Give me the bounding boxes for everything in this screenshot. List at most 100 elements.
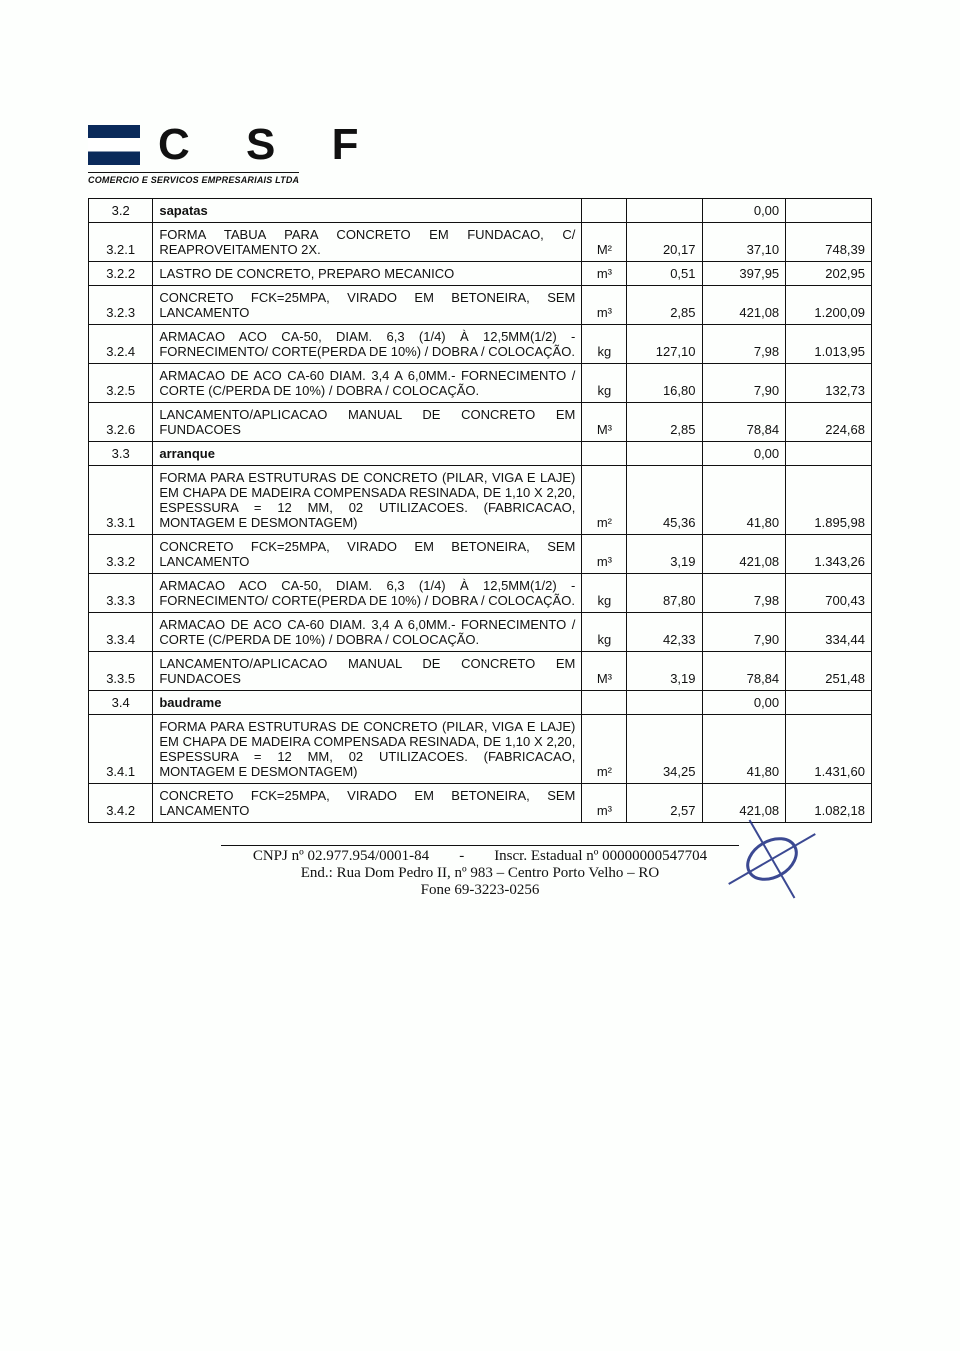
cell-desc: LASTRO DE CONCRETO, PREPARO MECANICO [153, 262, 582, 286]
footer-line1: CNPJ nº 02.977.954/0001-84 - Inscr. Esta… [88, 848, 872, 865]
cell-unit [582, 199, 627, 223]
cell-unit: m³ [582, 535, 627, 574]
cell-pu: 397,95 [702, 262, 786, 286]
cell-unit: m³ [582, 286, 627, 325]
cell-desc: FORMA PARA ESTRUTURAS DE CONCRETO (PILAR… [153, 466, 582, 535]
cell-pu: 37,10 [702, 223, 786, 262]
cell-code: 3.4 [89, 691, 153, 715]
cell-desc: ARMACAO ACO CA-50, DIAM. 6,3 (1/4) À 12,… [153, 325, 582, 364]
cell-pu: 78,84 [702, 403, 786, 442]
cell-code: 3.3.4 [89, 613, 153, 652]
cell-pu: 7,98 [702, 574, 786, 613]
cell-code: 3.2.2 [89, 262, 153, 286]
cell-qty: 3,19 [627, 652, 702, 691]
cell-qty: 3,19 [627, 535, 702, 574]
cell-tot: 1.895,98 [786, 466, 872, 535]
cell-code: 3.3.5 [89, 652, 153, 691]
footer-cnpj: CNPJ nº 02.977.954/0001-84 [253, 848, 429, 864]
table-row: 3.3.2CONCRETO FCK=25MPA, VIRADO EM BETON… [89, 535, 872, 574]
cell-tot: 700,43 [786, 574, 872, 613]
cell-qty: 42,33 [627, 613, 702, 652]
cell-pu: 0,00 [702, 199, 786, 223]
cell-tot: 334,44 [786, 613, 872, 652]
cell-tot: 748,39 [786, 223, 872, 262]
cell-qty: 34,25 [627, 715, 702, 784]
cell-pu: 7,98 [702, 325, 786, 364]
cell-code: 3.4.2 [89, 784, 153, 823]
logo-block: C S F COMERCIO E SERVICOS EMPRESARIAIS L… [88, 120, 872, 188]
cell-desc: CONCRETO FCK=25MPA, VIRADO EM BETONEIRA,… [153, 535, 582, 574]
cell-desc: LANCAMENTO/APLICACAO MANUAL DE CONCRETO … [153, 403, 582, 442]
cell-code: 3.2 [89, 199, 153, 223]
cell-qty: 127,10 [627, 325, 702, 364]
cell-tot: 1.431,60 [786, 715, 872, 784]
cell-pu: 41,80 [702, 466, 786, 535]
cell-unit: kg [582, 613, 627, 652]
cell-qty [627, 442, 702, 466]
logo-row: C S F [88, 120, 872, 170]
cell-qty: 16,80 [627, 364, 702, 403]
cell-tot [786, 691, 872, 715]
cell-qty: 20,17 [627, 223, 702, 262]
cell-code: 3.3.1 [89, 466, 153, 535]
cell-unit: M² [582, 223, 627, 262]
cell-tot: 251,48 [786, 652, 872, 691]
footer-sep: - [459, 848, 464, 864]
cell-qty: 2,57 [627, 784, 702, 823]
cell-tot: 1.082,18 [786, 784, 872, 823]
cell-qty [627, 199, 702, 223]
cell-code: 3.2.5 [89, 364, 153, 403]
cell-pu: 7,90 [702, 364, 786, 403]
footer-line3: Fone 69-3223-0256 [88, 882, 872, 899]
cell-unit [582, 691, 627, 715]
table-row: 3.2.1FORMA TABUA PARA CONCRETO EM FUNDAC… [89, 223, 872, 262]
table-row: 3.4baudrame0,00 [89, 691, 872, 715]
cell-desc: FORMA TABUA PARA CONCRETO EM FUNDACAO, C… [153, 223, 582, 262]
cell-code: 3.2.4 [89, 325, 153, 364]
cell-qty: 2,85 [627, 403, 702, 442]
cell-tot: 224,68 [786, 403, 872, 442]
cell-qty: 87,80 [627, 574, 702, 613]
cell-code: 3.2.6 [89, 403, 153, 442]
table-row: 3.3.5LANCAMENTO/APLICACAO MANUAL DE CONC… [89, 652, 872, 691]
table-row: 3.2.2LASTRO DE CONCRETO, PREPARO MECANIC… [89, 262, 872, 286]
cell-desc: sapatas [153, 199, 582, 223]
table-row: 3.2.3CONCRETO FCK=25MPA, VIRADO EM BETON… [89, 286, 872, 325]
cell-pu: 0,00 [702, 442, 786, 466]
cell-unit: m² [582, 466, 627, 535]
cell-tot: 1.200,09 [786, 286, 872, 325]
cell-unit: m³ [582, 784, 627, 823]
cell-code: 3.3 [89, 442, 153, 466]
table-row: 3.2.5ARMACAO DE ACO CA-60 DIAM. 3,4 A 6,… [89, 364, 872, 403]
cell-qty [627, 691, 702, 715]
logo-letters: C S F [158, 120, 380, 170]
footer-line2: End.: Rua Dom Pedro II, nº 983 – Centro … [88, 865, 872, 882]
cell-unit: M³ [582, 403, 627, 442]
cell-desc: arranque [153, 442, 582, 466]
cell-tot: 202,95 [786, 262, 872, 286]
cell-tot: 1.343,26 [786, 535, 872, 574]
cell-unit [582, 442, 627, 466]
table-row: 3.2sapatas 0,00 [89, 199, 872, 223]
budget-table-body: 3.2sapatas0,003.2.1FORMA TABUA PARA CONC… [89, 199, 872, 823]
cell-tot: 132,73 [786, 364, 872, 403]
cell-desc: baudrame [153, 691, 582, 715]
footer-rule [221, 845, 738, 846]
cell-tot [786, 199, 872, 223]
budget-table: 3.2sapatas0,003.2.1FORMA TABUA PARA CONC… [88, 198, 872, 823]
cell-code: 3.2.3 [89, 286, 153, 325]
table-row: 3.3.4ARMACAO DE ACO CA-60 DIAM. 3,4 A 6,… [89, 613, 872, 652]
cell-unit: m² [582, 715, 627, 784]
cell-unit: M³ [582, 652, 627, 691]
cell-qty: 2,85 [627, 286, 702, 325]
cell-qty: 0,51 [627, 262, 702, 286]
cell-unit: kg [582, 574, 627, 613]
cell-desc: CONCRETO FCK=25MPA, VIRADO EM BETONEIRA,… [153, 286, 582, 325]
footer: CNPJ nº 02.977.954/0001-84 - Inscr. Esta… [88, 845, 872, 899]
cell-desc: LANCAMENTO/APLICACAO MANUAL DE CONCRETO … [153, 652, 582, 691]
cell-desc: FORMA PARA ESTRUTURAS DE CONCRETO (PILAR… [153, 715, 582, 784]
footer-ie: Inscr. Estadual nº 00000000547704 [494, 848, 707, 864]
logo-subtitle: COMERCIO E SERVICOS EMPRESARIAIS LTDA [88, 172, 299, 185]
cell-pu: 7,90 [702, 613, 786, 652]
cell-unit: kg [582, 325, 627, 364]
